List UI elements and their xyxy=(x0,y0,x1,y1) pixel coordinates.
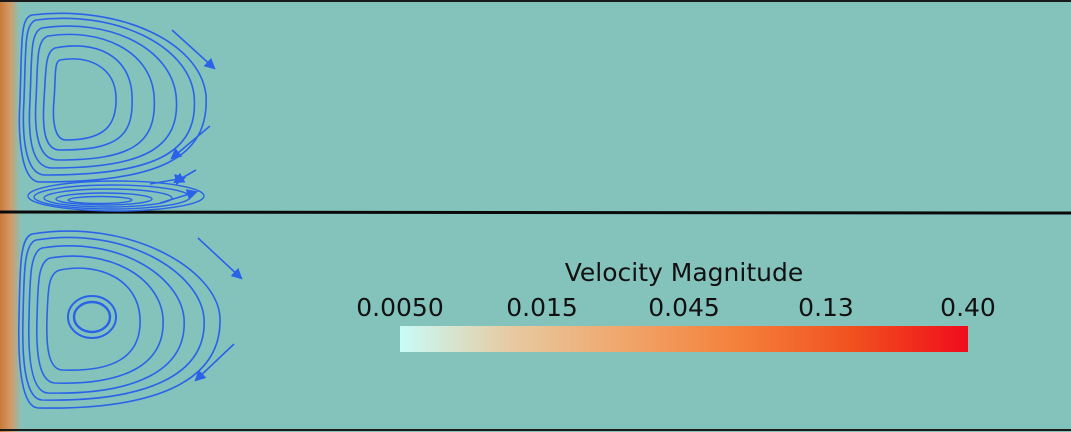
lower-arrows xyxy=(194,237,243,382)
streamline xyxy=(42,45,133,151)
upper-arrows xyxy=(149,29,216,204)
streamline xyxy=(52,58,117,141)
colorbar-title: Velocity Magnitude xyxy=(564,258,804,287)
arrow-down-right-icon xyxy=(171,29,216,70)
streamline xyxy=(22,236,205,401)
streamline xyxy=(28,245,185,394)
streamline xyxy=(28,25,178,169)
inlet-gradient-upper xyxy=(0,0,20,213)
arrow-down-right-icon xyxy=(197,237,243,280)
upper-channel xyxy=(0,0,1071,213)
channel-divider xyxy=(0,210,1071,215)
streamline xyxy=(67,295,117,339)
streamline xyxy=(72,300,112,334)
colorbar-tick: 0.015 xyxy=(506,293,578,322)
streamline xyxy=(67,195,133,205)
colorbar-tick: 0.045 xyxy=(648,293,720,322)
lower-vortex-streamlines xyxy=(18,230,221,409)
arrow-down-left-icon xyxy=(170,125,211,160)
colorbar-tick: 0.40 xyxy=(940,293,996,322)
colorbar-gradient xyxy=(400,326,968,352)
inlet-gradient-lower xyxy=(0,213,22,432)
arrow-right-icon xyxy=(159,189,199,204)
streamline xyxy=(45,267,141,371)
streamline xyxy=(27,180,205,212)
streamline xyxy=(55,192,153,206)
arrow-down-left-icon xyxy=(194,343,235,382)
streamline xyxy=(18,12,207,183)
streamline xyxy=(34,33,156,161)
streamline xyxy=(18,230,221,409)
streamline xyxy=(43,188,173,208)
arrow-right-icon xyxy=(149,174,187,186)
colorbar-tick: 0.0050 xyxy=(356,293,444,322)
colorbar-tick: 0.13 xyxy=(798,293,854,322)
upper-vortex-streamlines xyxy=(18,12,207,183)
streamline xyxy=(22,17,196,176)
streamline xyxy=(36,255,164,384)
lower-channel xyxy=(0,213,1071,432)
